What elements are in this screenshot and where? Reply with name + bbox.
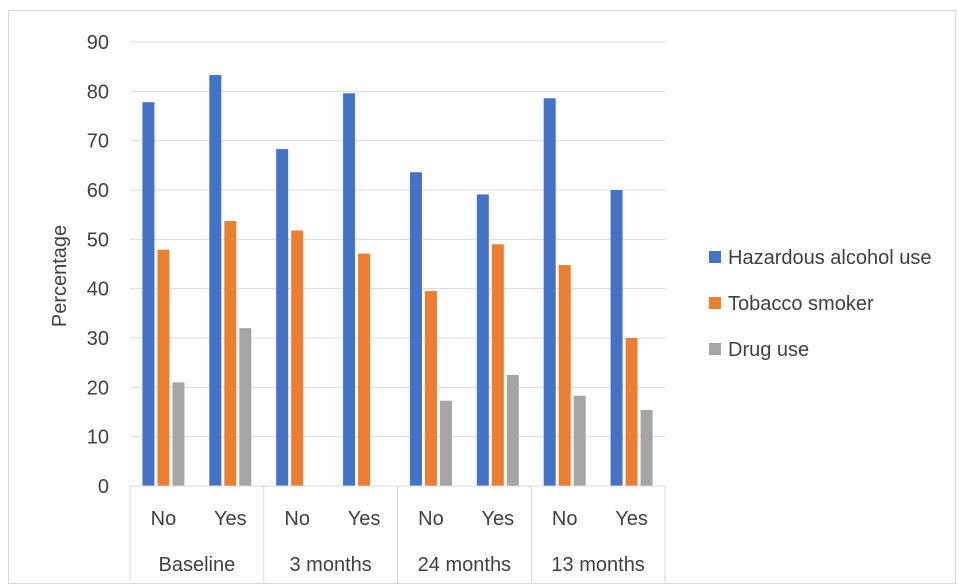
- bar-hazardous-alcohol-use: [142, 102, 155, 486]
- legend-item: Hazardous alcohol use: [709, 247, 931, 269]
- bar-drug-use: [506, 375, 519, 486]
- legend-item: Drug use: [709, 339, 809, 361]
- bar-tobacco-smoker: [558, 264, 571, 486]
- bar-hazardous-alcohol-use: [276, 149, 289, 486]
- bar-tobacco-smoker: [157, 249, 170, 486]
- bar-hazardous-alcohol-use: [209, 75, 222, 486]
- bar-hazardous-alcohol-use: [543, 98, 556, 487]
- legend-label: Tobacco smoker: [728, 293, 874, 315]
- y-axis-title: Percentage: [49, 225, 71, 327]
- y-axis-ticks: 0 10 20 30 40 50 60 70 80 90: [87, 32, 109, 498]
- x-group-label: 24 months: [418, 554, 511, 576]
- y-tick-label: 20: [87, 377, 109, 399]
- bar-tobacco-smoker: [224, 221, 237, 486]
- x-category-label: No: [552, 508, 578, 530]
- legend-swatch: [709, 297, 721, 309]
- chart-frame: 0 10 20 30 40 50 60 70 80 90 No Yes No Yes No Yes No Yes…: [8, 10, 956, 584]
- y-tick-label: 40: [87, 279, 109, 301]
- bar-drug-use: [573, 395, 586, 486]
- y-tick-label: 0: [98, 476, 109, 498]
- y-tick-label: 90: [87, 32, 109, 54]
- y-tick-label: 10: [87, 427, 109, 449]
- bar-hazardous-alcohol-use: [476, 194, 489, 486]
- legend-swatch: [709, 251, 721, 263]
- y-tick-label: 80: [87, 81, 109, 103]
- legend: Hazardous alcohol use Tobacco smoker Drug …: [709, 247, 931, 361]
- bar-tobacco-smoker: [491, 244, 504, 486]
- bar-tobacco-smoker: [625, 338, 638, 486]
- x-category-label: Yes: [615, 508, 648, 530]
- x-category-label: No: [418, 508, 444, 530]
- x-category-label: No: [284, 508, 310, 530]
- bar-hazardous-alcohol-use: [409, 172, 422, 487]
- legend-label: Drug use: [728, 339, 809, 361]
- bar-tobacco-smoker: [291, 230, 304, 486]
- y-tick-label: 60: [87, 180, 109, 202]
- bar-tobacco-smoker: [358, 253, 371, 486]
- x-category-label: No: [151, 508, 177, 530]
- bar-drug-use: [239, 328, 252, 486]
- bar-drug-use: [439, 400, 452, 486]
- x-axis: No Yes No Yes No Yes No Yes Baseline 3 months 24 m…: [129, 485, 666, 583]
- bar-drug-use: [640, 410, 653, 486]
- y-tick-label: 50: [87, 229, 109, 251]
- y-tick-label: 70: [87, 131, 109, 153]
- legend-label: Hazardous alcohol use: [728, 247, 931, 269]
- x-category-label: Yes: [214, 508, 247, 530]
- y-tick-label: 30: [87, 328, 109, 350]
- bar-tobacco-smoker: [424, 291, 437, 486]
- bar-chart: 0 10 20 30 40 50 60 70 80 90 No Yes No Yes No Yes No Yes…: [49, 32, 931, 583]
- x-group-label: Baseline: [159, 554, 236, 576]
- bar-hazardous-alcohol-use: [343, 93, 356, 486]
- bars: [142, 75, 653, 487]
- bar-hazardous-alcohol-use: [610, 190, 623, 486]
- x-category-label: Yes: [348, 508, 381, 530]
- bar-drug-use: [172, 382, 185, 486]
- x-group-label: 3 months: [289, 554, 371, 576]
- legend-swatch: [709, 343, 721, 355]
- legend-item: Tobacco smoker: [709, 293, 874, 315]
- x-category-label: Yes: [481, 508, 514, 530]
- x-group-label: 13 months: [551, 554, 644, 576]
